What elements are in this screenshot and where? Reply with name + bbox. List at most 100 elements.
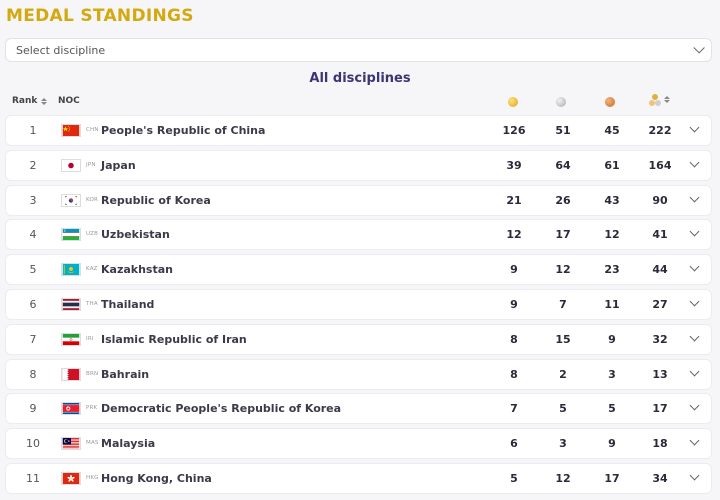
bronze-count: 5 bbox=[608, 402, 616, 416]
table-row[interactable]: 7 IRI Islamic Republic of Iran 8 15 9 32 bbox=[5, 323, 712, 355]
noc-header-label: NOC bbox=[58, 96, 80, 106]
noc-code: KAZ bbox=[86, 266, 98, 273]
noc-code: KOR bbox=[86, 196, 99, 203]
standings-table: 1 CHN People's Republic of China 126 51 45 222… bbox=[5, 115, 712, 498]
table-row[interactable]: 6 THA Thailand 9 7 11 27 bbox=[5, 288, 712, 320]
total-count: 164 bbox=[648, 158, 672, 172]
flag-icon bbox=[61, 124, 81, 137]
flag-icon bbox=[61, 367, 81, 381]
flag-icon bbox=[61, 193, 81, 207]
rank-cell: 3 bbox=[29, 193, 37, 207]
silver-count: 5 bbox=[559, 402, 567, 416]
country-name: Bahrain bbox=[101, 367, 150, 381]
country-name: People's Republic of China bbox=[101, 124, 266, 137]
table-row[interactable]: 4 UZB Uzbekistan 12 17 12 41 bbox=[5, 219, 712, 251]
total-count: 44 bbox=[652, 263, 668, 277]
table-row[interactable]: 10 MAS Malaysia 6 3 9 18 bbox=[5, 428, 712, 460]
bronze-count: 61 bbox=[604, 158, 620, 172]
total-count: 13 bbox=[652, 367, 668, 381]
rank-header-label: Rank bbox=[12, 96, 38, 106]
bronze-count: 43 bbox=[604, 193, 620, 207]
noc-code: MAS bbox=[86, 440, 99, 447]
rank-sort-header[interactable]: Rank bbox=[12, 96, 48, 106]
total-sort-header[interactable] bbox=[649, 94, 670, 108]
gold-count: 21 bbox=[506, 193, 522, 207]
flag-icon bbox=[61, 228, 81, 242]
expand-chevron-icon[interactable] bbox=[689, 435, 700, 446]
discipline-select-placeholder: Select discipline bbox=[16, 43, 106, 57]
country-name: Malaysia bbox=[101, 437, 156, 451]
noc-code: BRN bbox=[86, 370, 99, 377]
noc-code: UZB bbox=[86, 231, 99, 238]
total-count: 90 bbox=[652, 193, 668, 207]
flag-icon bbox=[61, 437, 81, 451]
gold-count: 9 bbox=[510, 297, 518, 311]
table-row[interactable]: 8 BRN Bahrain 8 2 3 13 bbox=[5, 358, 712, 390]
silver-count: 51 bbox=[555, 124, 571, 137]
gold-count: 8 bbox=[510, 332, 518, 346]
discipline-select[interactable]: Select discipline bbox=[5, 38, 712, 62]
total-medals-icon-part bbox=[655, 100, 661, 106]
silver-count: 64 bbox=[555, 158, 571, 172]
bronze-count: 9 bbox=[608, 437, 616, 451]
table-row[interactable]: 2 JPN Japan 39 64 61 164 bbox=[5, 149, 712, 181]
discipline-heading: All disciplines bbox=[309, 71, 411, 86]
rank-cell: 1 bbox=[29, 124, 37, 137]
table-row[interactable]: 9 PRK Democratic People's Republic of Kore… bbox=[5, 393, 712, 425]
gold-count: 6 bbox=[510, 437, 518, 451]
table-row[interactable]: 1 CHN People's Republic of China 126 51 45 222 bbox=[5, 115, 712, 146]
bronze-count: 23 bbox=[604, 263, 620, 277]
noc-code: PRK bbox=[86, 405, 98, 412]
rank-cell: 2 bbox=[29, 158, 37, 172]
bronze-count: 9 bbox=[608, 332, 616, 346]
gold-count: 12 bbox=[506, 228, 522, 242]
silver-count: 17 bbox=[555, 228, 571, 242]
total-count: 32 bbox=[652, 332, 668, 346]
page-title: MEDAL STANDINGS bbox=[6, 6, 194, 26]
bronze-count: 11 bbox=[604, 297, 620, 311]
country-name: Kazakhstan bbox=[101, 263, 173, 277]
table-row[interactable]: 5 KAZ Kazakhstan 9 12 23 44 bbox=[5, 254, 712, 286]
rank-cell: 6 bbox=[29, 297, 37, 311]
total-medals-icon bbox=[652, 94, 658, 100]
noc-code: JPN bbox=[86, 161, 96, 168]
silver-count: 7 bbox=[559, 297, 567, 311]
total-count: 222 bbox=[648, 124, 672, 137]
flag-icon bbox=[61, 263, 81, 277]
total-count: 18 bbox=[652, 437, 668, 451]
table-row[interactable]: 11 HKG Hong Kong, China 5 12 17 34 bbox=[5, 462, 712, 494]
silver-count: 12 bbox=[555, 471, 571, 485]
expand-chevron-icon[interactable] bbox=[689, 470, 700, 481]
total-count: 27 bbox=[652, 297, 668, 311]
expand-chevron-icon[interactable] bbox=[689, 400, 700, 411]
country-name: Uzbekistan bbox=[101, 228, 170, 242]
gold-count: 126 bbox=[502, 124, 526, 137]
flag-icon bbox=[61, 332, 81, 346]
rank-cell: 8 bbox=[29, 367, 37, 381]
country-name: Hong Kong, China bbox=[101, 471, 212, 485]
gold-count: 7 bbox=[510, 402, 518, 416]
expand-chevron-icon[interactable] bbox=[689, 366, 700, 377]
noc-code: THA bbox=[86, 300, 98, 307]
noc-code: HKG bbox=[86, 474, 99, 481]
table-header: Rank NOC bbox=[5, 92, 712, 112]
table-row[interactable]: 3 KOR Republic of Korea 21 26 43 90 bbox=[5, 184, 712, 216]
country-name: Democratic People's Republic of Korea bbox=[101, 402, 342, 416]
flag-icon bbox=[61, 158, 81, 172]
expand-chevron-icon[interactable] bbox=[689, 157, 700, 168]
gold-medal-icon bbox=[508, 97, 518, 107]
expand-chevron-icon[interactable] bbox=[689, 192, 700, 203]
total-medals-icon-part bbox=[649, 100, 655, 106]
expand-chevron-icon[interactable] bbox=[689, 331, 700, 342]
expand-chevron-icon[interactable] bbox=[689, 261, 700, 272]
rank-cell: 10 bbox=[26, 437, 40, 451]
total-count: 34 bbox=[652, 471, 668, 485]
expand-chevron-icon[interactable] bbox=[689, 296, 700, 307]
expand-chevron-icon[interactable] bbox=[689, 226, 700, 237]
expand-chevron-icon[interactable] bbox=[689, 122, 700, 133]
silver-count: 15 bbox=[555, 332, 571, 346]
silver-count: 26 bbox=[555, 193, 571, 207]
noc-code: IRI bbox=[86, 335, 94, 342]
silver-count: 3 bbox=[559, 437, 567, 451]
